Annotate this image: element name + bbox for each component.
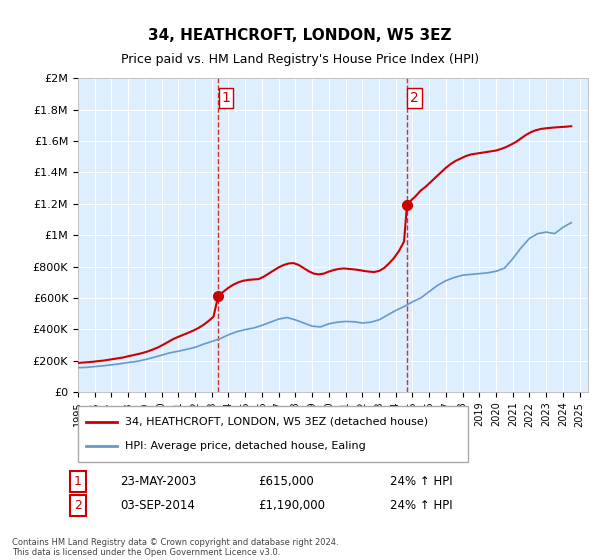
- Text: 34, HEATHCROFT, LONDON, W5 3EZ: 34, HEATHCROFT, LONDON, W5 3EZ: [148, 28, 452, 43]
- Text: 1: 1: [221, 91, 230, 105]
- FancyBboxPatch shape: [78, 406, 468, 462]
- Text: 34, HEATHCROFT, LONDON, W5 3EZ (detached house): 34, HEATHCROFT, LONDON, W5 3EZ (detached…: [125, 417, 428, 427]
- Text: 23-MAY-2003: 23-MAY-2003: [120, 475, 196, 488]
- Text: 24% ↑ HPI: 24% ↑ HPI: [390, 499, 452, 512]
- Text: £1,190,000: £1,190,000: [258, 499, 325, 512]
- Text: 03-SEP-2014: 03-SEP-2014: [120, 499, 195, 512]
- Text: Contains HM Land Registry data © Crown copyright and database right 2024.
This d: Contains HM Land Registry data © Crown c…: [12, 538, 338, 557]
- Text: 2: 2: [410, 91, 419, 105]
- Text: 1: 1: [74, 475, 82, 488]
- Text: HPI: Average price, detached house, Ealing: HPI: Average price, detached house, Eali…: [125, 441, 365, 451]
- Text: Price paid vs. HM Land Registry's House Price Index (HPI): Price paid vs. HM Land Registry's House …: [121, 53, 479, 66]
- Text: 24% ↑ HPI: 24% ↑ HPI: [390, 475, 452, 488]
- Text: 2: 2: [74, 499, 82, 512]
- Text: £615,000: £615,000: [258, 475, 314, 488]
